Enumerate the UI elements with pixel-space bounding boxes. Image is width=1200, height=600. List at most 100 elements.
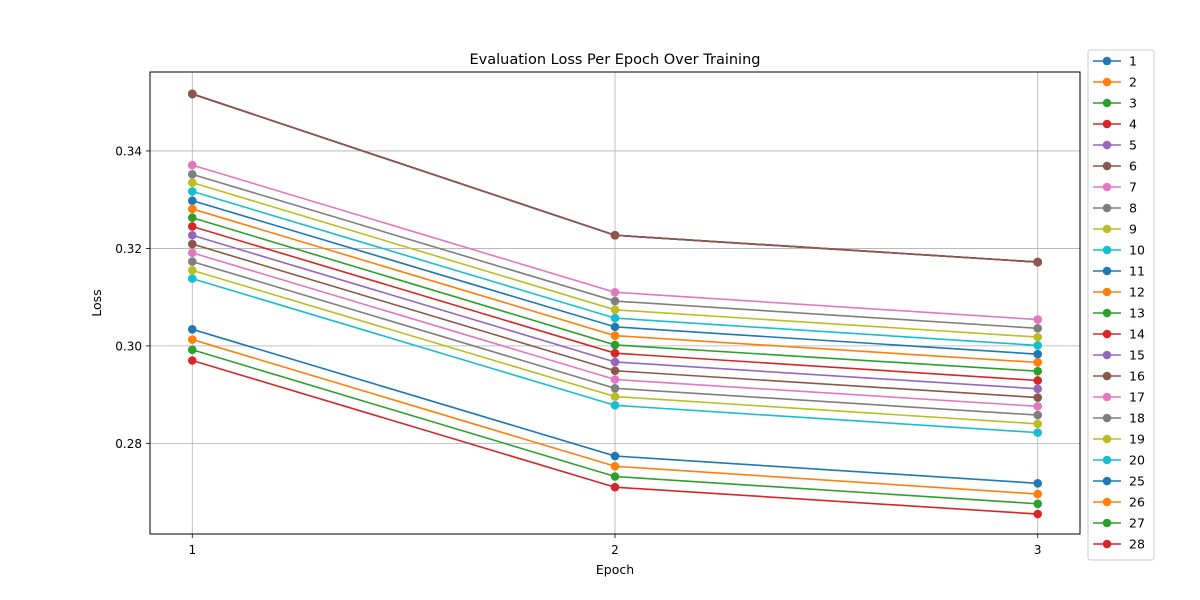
- legend-marker: [1102, 413, 1112, 423]
- data-point: [187, 257, 197, 266]
- legend-marker: [1102, 539, 1112, 549]
- legend-entry: 14: [1093, 327, 1145, 342]
- series-19: [187, 266, 1043, 429]
- data-point: [1033, 358, 1043, 367]
- data-point: [1033, 393, 1043, 402]
- data-point: [610, 340, 620, 350]
- data-point: [610, 331, 620, 340]
- legend-marker: [1102, 140, 1112, 150]
- legend-entry: 6: [1093, 159, 1137, 174]
- legend-label: 14: [1129, 327, 1145, 342]
- series-14: [187, 222, 1043, 385]
- legend-entry: 9: [1093, 222, 1137, 237]
- x-axis-label: Epoch: [596, 562, 634, 577]
- legend-marker: [1102, 476, 1112, 486]
- data-point: [1033, 402, 1043, 411]
- legend-entry: 26: [1093, 495, 1145, 510]
- data-point: [187, 345, 197, 355]
- x-tick-label: 2: [611, 543, 619, 557]
- series-25: [187, 325, 1043, 488]
- chart-title: Evaluation Loss Per Epoch Over Training: [470, 52, 761, 68]
- data-point: [610, 357, 620, 367]
- data-point: [1033, 428, 1043, 437]
- series-18: [187, 257, 1043, 420]
- data-point: [610, 451, 620, 461]
- y-tick-label: 0.28: [115, 437, 142, 451]
- legend-label: 17: [1129, 390, 1145, 405]
- x-axis-ticks: 1 2 3: [188, 534, 1042, 557]
- series-16: [187, 239, 1043, 402]
- legend-entry: 10: [1093, 243, 1145, 258]
- legend-label: 5: [1129, 138, 1137, 153]
- legend-entry: 8: [1093, 201, 1137, 216]
- legend-entry: 1: [1093, 54, 1137, 69]
- y-axis-ticks: 0.28 0.30 0.32 0.34: [115, 144, 150, 451]
- legend-label: 2: [1129, 75, 1137, 90]
- legend-entry: 17: [1093, 390, 1145, 405]
- y-axis-label: Loss: [89, 289, 104, 316]
- series-9: [187, 178, 1043, 342]
- data-point: [610, 296, 620, 306]
- data-point: [187, 356, 197, 365]
- series-12: [187, 204, 1043, 367]
- legend-entry: 7: [1093, 180, 1137, 195]
- series-27: [187, 345, 1043, 509]
- legend-marker: [1102, 392, 1112, 402]
- x-tick-label: 3: [1034, 543, 1042, 557]
- series-13: [187, 213, 1043, 376]
- series-7: [187, 160, 1043, 324]
- data-point: [1033, 324, 1043, 333]
- legend-entry: 20: [1093, 453, 1145, 468]
- data-point: [187, 187, 197, 196]
- data-point: [610, 401, 620, 410]
- legend-label: 6: [1129, 159, 1137, 174]
- legend-label: 4: [1129, 117, 1137, 132]
- y-tick-label: 0.30: [115, 339, 142, 353]
- legend-entry: 13: [1093, 306, 1145, 321]
- data-point: [187, 222, 197, 231]
- legend-label: 15: [1129, 348, 1145, 363]
- legend-marker: [1102, 77, 1112, 87]
- legend-label: 16: [1129, 369, 1145, 384]
- data-point: [187, 196, 197, 205]
- data-point: [610, 230, 620, 240]
- legend-marker: [1102, 119, 1112, 129]
- legend-entry: 12: [1093, 285, 1145, 300]
- data-point: [610, 375, 620, 384]
- data-point: [1033, 384, 1043, 394]
- data-point: [1033, 419, 1043, 429]
- data-point: [1033, 509, 1043, 519]
- data-point: [1033, 489, 1043, 499]
- data-point: [187, 178, 197, 187]
- series-group: [187, 89, 1043, 519]
- x-tick-label: 1: [188, 543, 196, 557]
- legend-marker: [1102, 266, 1112, 276]
- data-point: [187, 266, 197, 275]
- legend-marker: [1102, 329, 1112, 339]
- data-point: [610, 472, 620, 481]
- series-15: [187, 230, 1043, 394]
- data-point: [1033, 257, 1043, 267]
- data-point: [610, 392, 620, 401]
- legend-entry: 11: [1093, 264, 1145, 279]
- data-point: [187, 170, 197, 179]
- data-point: [1033, 479, 1043, 488]
- legend-marker: [1102, 56, 1112, 66]
- legend-label: 10: [1129, 243, 1145, 258]
- legend-label: 8: [1129, 201, 1137, 216]
- legend-box: [1087, 49, 1155, 561]
- legend-entry: 16: [1093, 369, 1145, 384]
- data-point: [1033, 376, 1043, 385]
- legend-label: 19: [1129, 432, 1145, 447]
- data-point: [1033, 332, 1043, 342]
- data-point: [610, 366, 620, 376]
- series-26: [187, 335, 1043, 499]
- data-point: [610, 313, 620, 323]
- series-10: [187, 187, 1043, 350]
- legend-entry: 19: [1093, 432, 1145, 447]
- legend-marker: [1102, 455, 1112, 465]
- data-point: [1033, 366, 1043, 376]
- data-point: [187, 89, 197, 99]
